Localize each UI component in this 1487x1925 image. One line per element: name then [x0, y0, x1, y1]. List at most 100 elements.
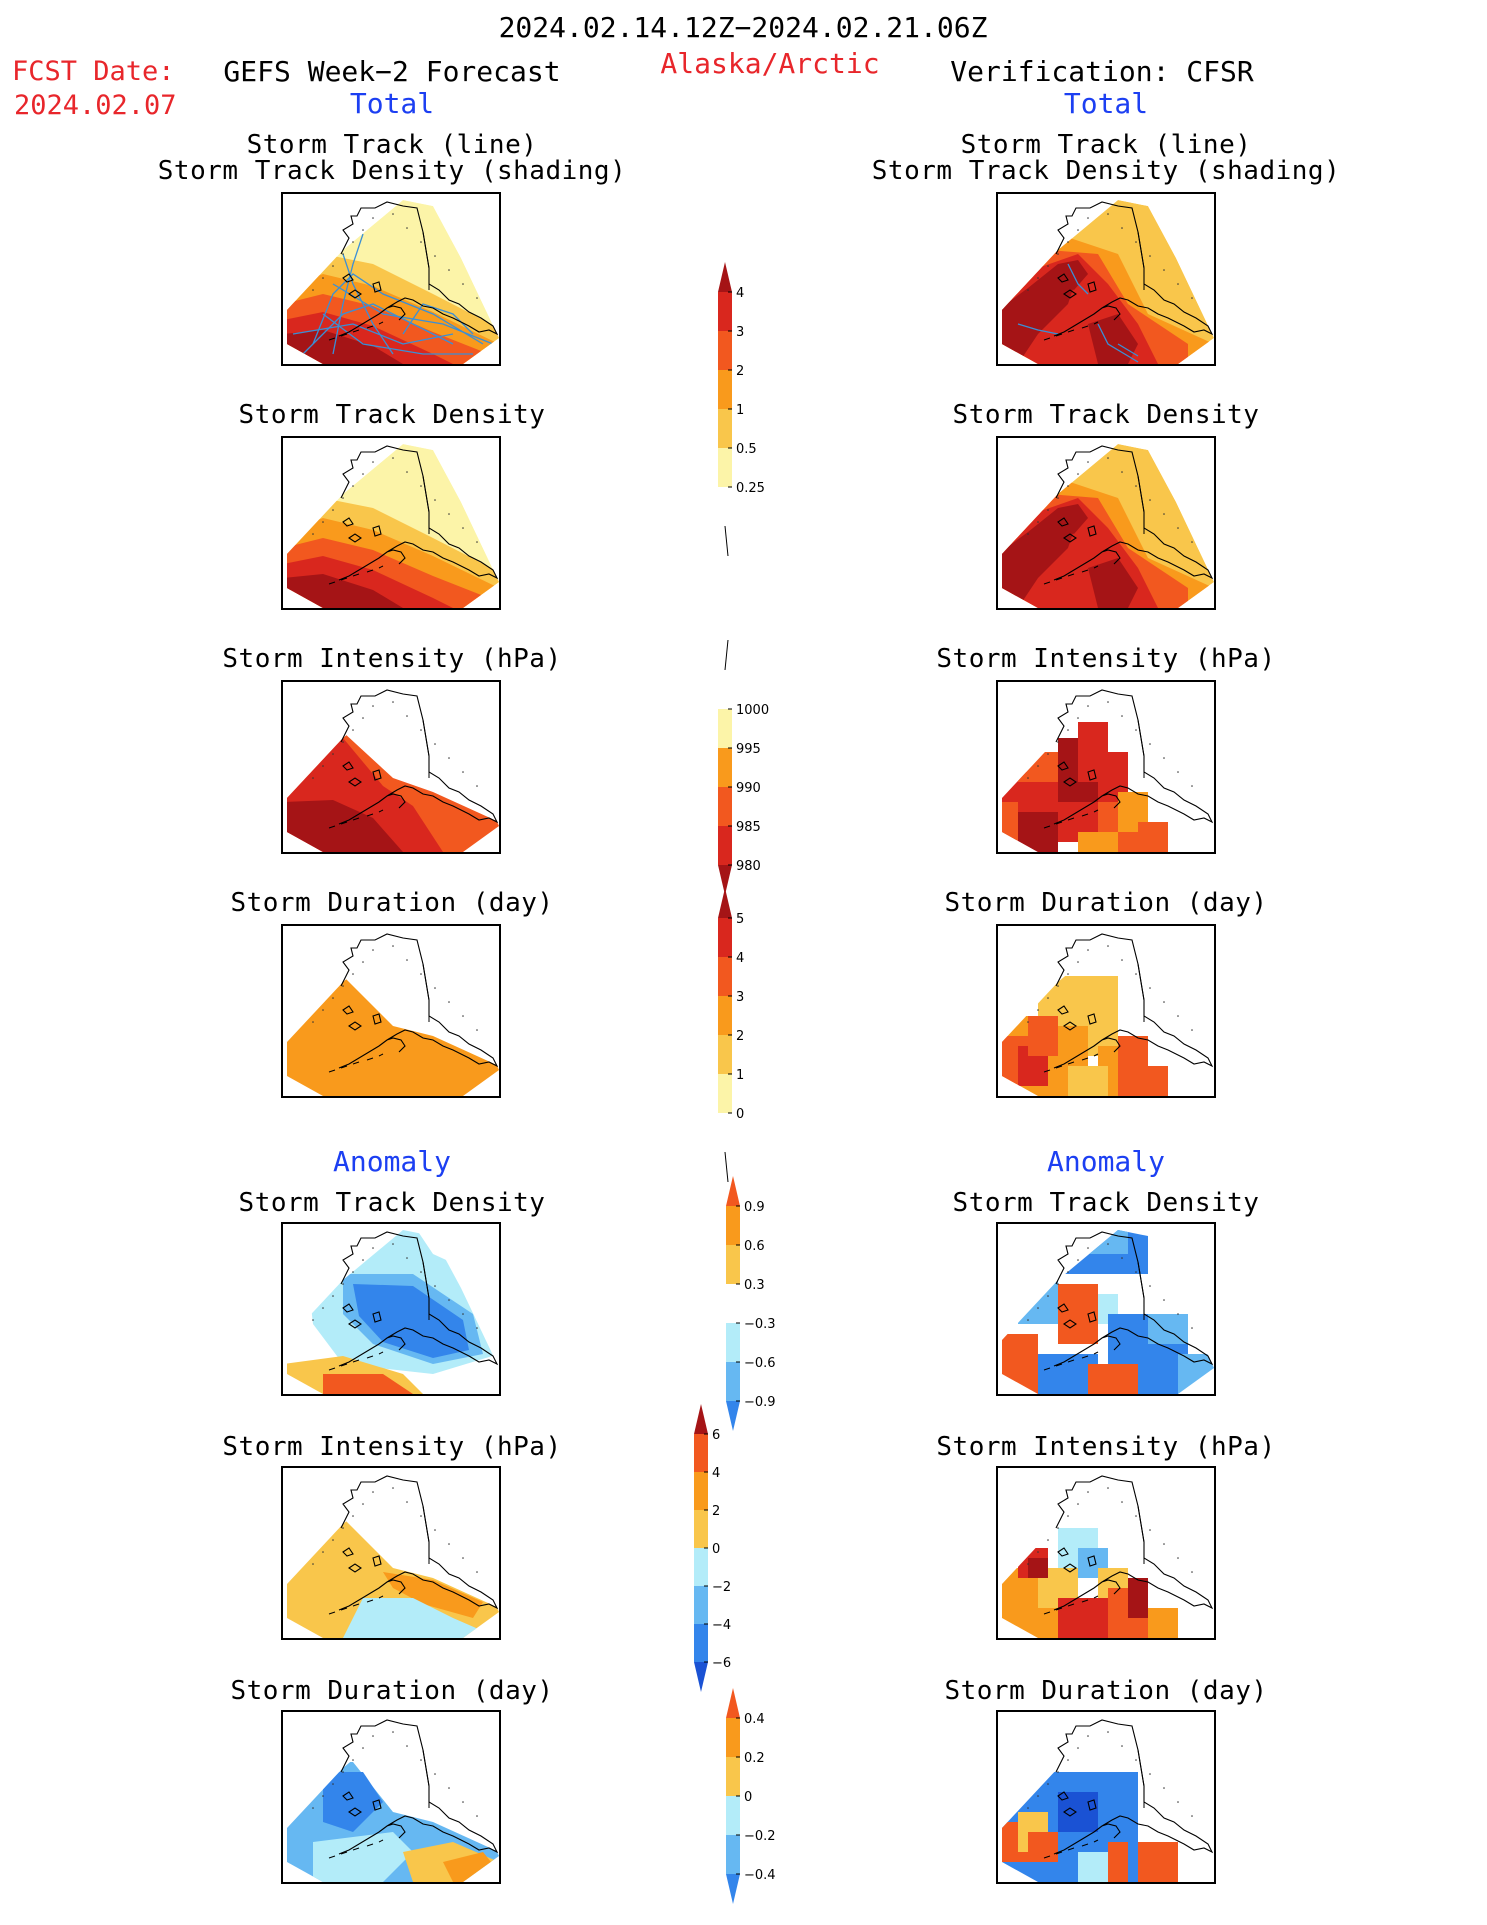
graticule-dot [420, 1759, 422, 1761]
graticule-dot [1149, 255, 1151, 257]
graticule-dot [1037, 765, 1039, 767]
graticule-dot [1027, 1021, 1029, 1023]
graticule-dot [312, 1563, 314, 1565]
map-shading [1148, 1314, 1188, 1344]
graticule-dot [1037, 1795, 1039, 1797]
left-intensity-title: Storm Intensity (hPa) [222, 644, 562, 674]
storm-track-line [1117, 343, 1139, 357]
right-density-anom-title: Storm Track Density [952, 1188, 1260, 1218]
map-shading [1068, 1066, 1108, 1096]
graticule-dot [1087, 705, 1089, 707]
aleutian-islands [328, 1595, 384, 1615]
period-title: 2024.02.14.12Z−2024.02.21.06Z [498, 11, 988, 44]
graticule-dot [332, 1295, 334, 1297]
graticule-dot [1047, 1783, 1049, 1785]
graticule-dot [322, 521, 324, 523]
left-duration-anomaly-map [281, 1710, 501, 1884]
graticule-dot [1107, 1731, 1109, 1733]
map-shading [1058, 504, 1088, 534]
intensity_anom-bottom-arrow [694, 1662, 708, 1692]
alaska-coastline [338, 933, 499, 1069]
right-column-title: Verification: CFSR [950, 55, 1254, 88]
density_anom-bottom-arrow [726, 1401, 740, 1431]
duration_anom-colorbar-segment [726, 1796, 740, 1835]
graticule-dot [1121, 1501, 1123, 1503]
graticule-dot [476, 297, 478, 299]
right-density-title: Storm Track Density [952, 400, 1260, 430]
intensity_anom-colorbar-segment [694, 1548, 708, 1586]
graticule-dot [1107, 701, 1109, 703]
map-shading [1138, 1364, 1178, 1394]
graticule-dot [312, 1319, 314, 1321]
map-shading [1028, 1558, 1048, 1578]
map-shading [1088, 558, 1138, 608]
right-anomaly-label: Anomaly [1046, 1145, 1166, 1178]
intensity-colorbar-label: 1000 [736, 703, 769, 718]
graticule-dot [434, 1529, 436, 1531]
graticule-dot [406, 959, 408, 961]
intensity-colorbar-label: 990 [736, 781, 761, 796]
intensity_anom-colorbar-label: 2 [712, 1504, 720, 1519]
right-track-line-title: Storm Track (line) [960, 130, 1252, 160]
left-density-title: Storm Track Density [238, 400, 546, 430]
alaska-coastline [338, 689, 499, 825]
graticule-dot [372, 461, 374, 463]
graticule-dot [1135, 241, 1137, 243]
graticule-dot [1135, 729, 1137, 731]
map-shading [1138, 822, 1168, 852]
graticule-dot [372, 217, 374, 219]
canada-border [422, 475, 430, 534]
left-storm-track-density-map [281, 436, 501, 610]
graticule-dot [476, 1327, 478, 1329]
graticule-dot [420, 973, 422, 975]
intensity_anom-colorbar-label: 0 [712, 1542, 720, 1557]
graticule-dot [352, 973, 354, 975]
graticule-dot [372, 1735, 374, 1737]
aleutian-islands [1043, 1351, 1099, 1371]
duration_anom-colorbar-label: 0.4 [744, 1712, 765, 1727]
alaska-coastline [1053, 445, 1214, 581]
map-shading [383, 1572, 483, 1618]
map-shading [1108, 1842, 1128, 1882]
right-duration-title: Storm Duration (day) [944, 888, 1268, 918]
graticule-dot [1107, 457, 1109, 459]
intensity_anom-colorbar-label: 6 [712, 1428, 720, 1443]
canada-border [1137, 231, 1145, 290]
map-shading [313, 1832, 413, 1882]
intensity-colorbar-segment [718, 787, 732, 826]
intensity-colorbar-label: 985 [736, 820, 761, 835]
density-colorbar-segment [718, 487, 732, 526]
alaska-coastline [1053, 1475, 1214, 1611]
duration-colorbar-label: 2 [736, 1029, 744, 1044]
graticule-dot [1135, 973, 1137, 975]
graticule-dot [420, 1271, 422, 1273]
left-anomaly-label: Anomaly [332, 1145, 452, 1178]
graticule-dot [1077, 473, 1079, 475]
graticule-dot [1047, 1539, 1049, 1541]
density_anom-colorbar-label: 0.6 [744, 1239, 765, 1254]
graticule-dot [434, 987, 436, 989]
left-duration-anom-title: Storm Duration (day) [230, 1676, 554, 1706]
graticule-dot [1121, 227, 1123, 229]
density-colorbar-label: 1 [736, 403, 744, 418]
intensity_anom-colorbar-label: 4 [712, 1466, 720, 1481]
graticule-dot [392, 1731, 394, 1733]
map-shading [1002, 508, 1078, 608]
density-colorbar-segment [718, 292, 732, 331]
storm-track-line [1097, 323, 1139, 363]
graticule-dot [342, 1527, 344, 1529]
graticule-dot [1087, 461, 1089, 463]
graticule-dot [372, 1247, 374, 1249]
duration_anom-colorbar-label: −0.4 [744, 1868, 776, 1883]
graticule-dot [1037, 521, 1039, 523]
left-density-anom-title: Storm Track Density [238, 1188, 546, 1218]
graticule-dot [1037, 1307, 1039, 1309]
graticule-dot [332, 265, 334, 267]
graticule-dot [1163, 1787, 1165, 1789]
aleutian-islands [1043, 1053, 1099, 1073]
region-title: Alaska/Arctic [660, 47, 880, 80]
graticule-dot [434, 1773, 436, 1775]
graticule-dot [406, 471, 408, 473]
storm-track-line [332, 233, 364, 355]
aleutian-islands [328, 321, 384, 341]
